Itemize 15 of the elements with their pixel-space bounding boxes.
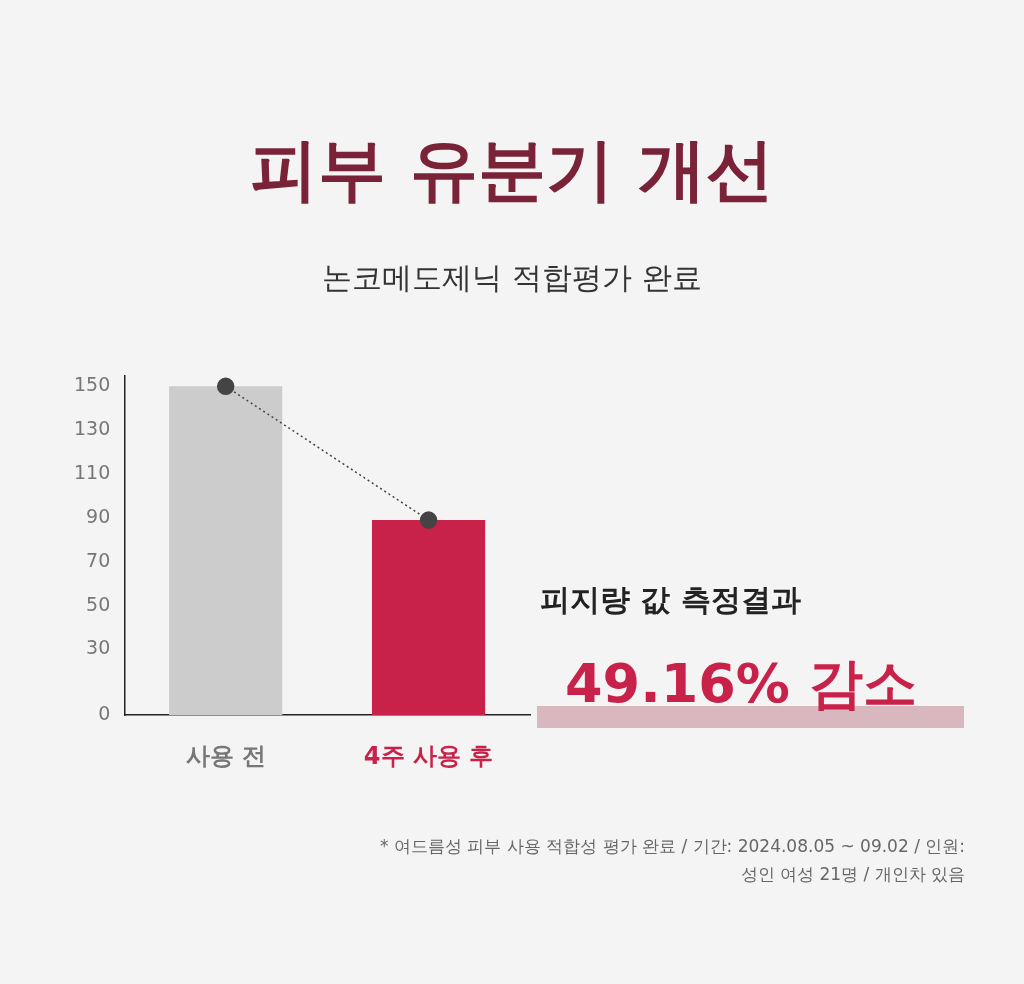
- y-tick-label: 130: [74, 417, 111, 440]
- x-tick-label: 사용 전: [185, 741, 266, 770]
- y-tick-label: 70: [86, 548, 111, 571]
- chart-title: 피부 유분기 개선: [249, 129, 775, 211]
- text: 피지량 값 측정결과: [540, 581, 801, 619]
- x-tick-label: 4주 사용 후: [363, 741, 494, 770]
- y-tick-label: 110: [74, 460, 111, 483]
- y-tick-label: 150: [74, 373, 111, 396]
- y-tick-label: 30: [86, 636, 111, 659]
- text: * 여드름성 피부 사용 적합성 평가 완료 / 기간: 2024.08.05 ~ 09.02 / 인원: 성인 여성 21명 / 개인차 있음: [380, 835, 965, 886]
- y-tick-label: 50: [86, 592, 111, 615]
- text: 49.16% 감소: [565, 651, 917, 717]
- chart-subtitle: 논코메도제닉 적합평가 완료: [321, 259, 703, 297]
- y-tick-label: 90: [86, 504, 111, 527]
- y-tick-label: 0: [98, 702, 111, 725]
